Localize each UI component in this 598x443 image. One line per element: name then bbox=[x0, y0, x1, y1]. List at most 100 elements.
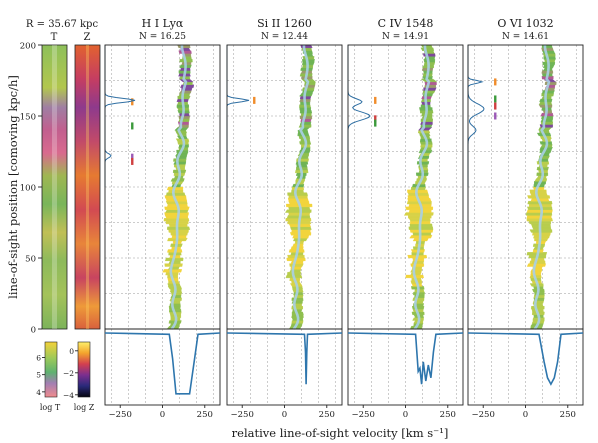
spectrum-line bbox=[104, 332, 221, 395]
velocity-cloud-slab bbox=[531, 306, 545, 310]
velocity-cloud-slab bbox=[412, 257, 425, 262]
velocity-cloud-slab bbox=[301, 87, 315, 91]
velocity-cloud-slab bbox=[542, 53, 556, 57]
velocity-cloud-slab bbox=[420, 47, 435, 51]
panels: H I Lyα N = 16.25 −250 0 250 Si II 1260 N = 12… bbox=[104, 17, 584, 420]
velocity-cloud-slab bbox=[541, 115, 554, 120]
x-tick-label: 0 bbox=[523, 410, 528, 420]
velocity-cloud-slab bbox=[166, 226, 191, 230]
velocity-cloud-slab bbox=[411, 260, 425, 264]
x-tick-label: 250 bbox=[560, 410, 576, 420]
velocity-cloud-slab bbox=[166, 192, 186, 196]
cell-marker bbox=[494, 78, 497, 86]
velocity-cloud-slab bbox=[174, 164, 186, 168]
spectrum-line bbox=[347, 332, 464, 385]
cell-marker bbox=[494, 112, 497, 120]
velocity-cloud-slab bbox=[542, 90, 555, 94]
velocity-trace bbox=[532, 44, 551, 330]
colorbar-z bbox=[77, 341, 91, 398]
velocity-cloud-slab bbox=[539, 124, 553, 128]
velocity-cloud-slab bbox=[171, 235, 187, 239]
velocity-cloud-slab bbox=[405, 206, 434, 210]
panel-column-density: N = 14.61 bbox=[502, 32, 549, 42]
velocity-cloud-slab bbox=[168, 306, 181, 310]
velocity-cloud-slab bbox=[165, 209, 189, 213]
velocity-cloud-slab bbox=[290, 226, 312, 230]
cell-marker bbox=[374, 96, 377, 104]
velocity-cloud-slab bbox=[164, 206, 190, 210]
velocity-cloud-slab bbox=[289, 269, 302, 273]
velocity-cloud-slab bbox=[168, 229, 189, 233]
velocity-cloud-slab bbox=[529, 260, 546, 264]
velocity-cloud-slab bbox=[416, 161, 430, 165]
cell-marker bbox=[253, 96, 256, 104]
velocity-cloud-slab bbox=[525, 212, 553, 216]
velocity-cloud-slab bbox=[529, 189, 547, 193]
cell-marker bbox=[131, 122, 134, 130]
panel: C IV 1548 N = 14.91 −250 0 250 bbox=[347, 17, 464, 420]
panel: H I Lyα N = 16.25 −250 0 250 bbox=[104, 17, 221, 420]
velocity-cloud-slab bbox=[527, 195, 551, 199]
spectrum-line bbox=[467, 332, 584, 386]
velocity-cloud-slab bbox=[289, 263, 304, 267]
y-axis-label: line-of-sight position [comoving kpc/h] bbox=[6, 75, 20, 299]
velocity-cloud-slab bbox=[170, 294, 182, 298]
panel-column-density: N = 14.91 bbox=[382, 32, 429, 42]
velocity-trace bbox=[412, 44, 431, 330]
velocity-cloud-slab bbox=[529, 192, 548, 196]
colorbar-tick-label: 0 bbox=[69, 347, 74, 356]
velocity-cloud-slab bbox=[531, 226, 552, 230]
velocity-cloud-slab bbox=[533, 235, 550, 239]
velocity-cloud-slab bbox=[291, 186, 304, 191]
colorbar-tick-label: −4 bbox=[63, 391, 74, 400]
velocity-cloud-slab bbox=[175, 152, 188, 156]
y-tick-label: 0 bbox=[31, 326, 36, 336]
panel-column-density: N = 16.25 bbox=[139, 32, 186, 42]
x-tick-label: −250 bbox=[472, 410, 495, 420]
velocity-cloud-slab bbox=[526, 206, 553, 210]
velocity-cloud-slab bbox=[541, 50, 556, 54]
velocity-cloud-slab bbox=[540, 118, 554, 122]
velocity-cloud-slab bbox=[292, 235, 310, 239]
y-tick-label: 150 bbox=[20, 113, 36, 123]
velocity-cloud-slab bbox=[410, 186, 427, 191]
velocity-cloud-slab bbox=[286, 215, 311, 219]
velocity-cloud-slab bbox=[164, 215, 189, 219]
velocity-cloud-slab bbox=[526, 215, 552, 219]
x-tick-label: 250 bbox=[440, 410, 456, 420]
x-tick-label: −250 bbox=[352, 410, 375, 420]
velocity-cloud-slab bbox=[173, 158, 187, 162]
velocity-cloud-slab bbox=[409, 229, 434, 233]
velocity-cloud-slab bbox=[424, 81, 437, 85]
temperature-strip bbox=[41, 44, 68, 330]
velocity-cloud-slab bbox=[296, 164, 308, 168]
velocity-cloud-slab bbox=[287, 192, 309, 196]
velocity-cloud-slab bbox=[410, 269, 423, 273]
velocity-cloud-slab bbox=[526, 263, 547, 267]
velocity-cloud-slab bbox=[169, 297, 182, 301]
velocity-cloud-slab bbox=[407, 192, 430, 196]
velocity-cloud-slab bbox=[164, 212, 189, 216]
y-tick-label: 50 bbox=[25, 255, 36, 265]
x-tick-label: −250 bbox=[231, 410, 254, 420]
velocity-cloud-slab bbox=[170, 232, 188, 236]
velocity-cloud-slab bbox=[420, 121, 433, 125]
x-tick-label: 0 bbox=[282, 410, 287, 420]
cell-marker bbox=[374, 119, 377, 127]
velocity-cloud-slab bbox=[302, 56, 315, 60]
spectrum-line bbox=[226, 332, 343, 385]
velocity-cloud-slab bbox=[177, 95, 191, 100]
y-tick-label: 200 bbox=[20, 42, 36, 52]
velocity-cloud-slab bbox=[170, 291, 183, 296]
colorbar-t bbox=[44, 341, 58, 398]
velocity-cloud-slab bbox=[291, 189, 304, 193]
cell-marker bbox=[494, 95, 497, 103]
velocity-cloud-slab bbox=[302, 59, 315, 63]
radius-label: R = 35.67 kpc bbox=[26, 19, 99, 30]
y-axis: 0 50 100 150 200 bbox=[20, 42, 42, 336]
velocity-cloud-slab bbox=[536, 161, 550, 165]
cell-marker bbox=[374, 115, 377, 123]
velocity-cloud-slab bbox=[168, 260, 181, 264]
panel-title: H I Lyα bbox=[142, 17, 184, 30]
